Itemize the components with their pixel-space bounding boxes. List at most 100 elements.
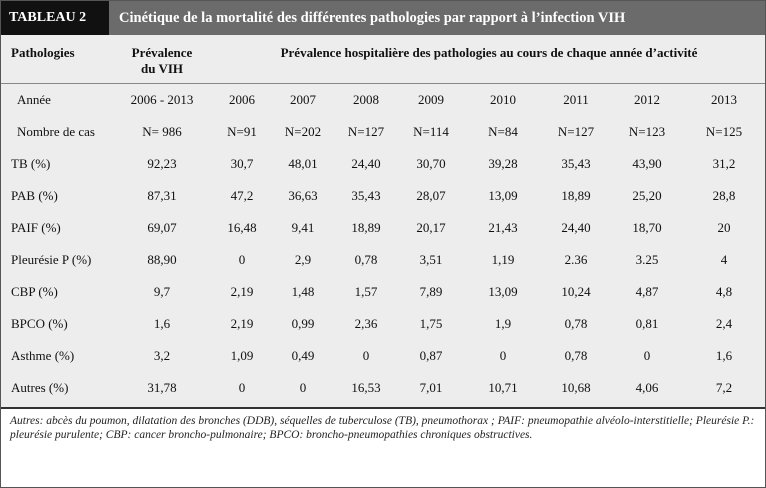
table-cell: 20,17 — [416, 219, 446, 235]
table-cell: N=125 — [705, 123, 743, 139]
table-cell: 0 — [362, 347, 370, 363]
table-cell: 0 — [499, 347, 507, 363]
table-cell: N=114 — [413, 123, 449, 139]
table-cell: 30,70 — [416, 155, 446, 171]
table-cell: 1,6 — [715, 347, 733, 363]
table-row: BPCO (%) 1,6 2,19 0,99 2,36 1,75 1,9 0,78 0,81 2,… — [1, 308, 765, 340]
table-cell: 0 — [643, 347, 651, 363]
table-cell: 18,89 — [561, 187, 591, 203]
table-cell: 0 — [238, 379, 246, 395]
table-cell: 4,06 — [635, 379, 659, 395]
table-cell: 31,78 — [147, 379, 177, 395]
header-prevalence-line2: du VIH — [140, 61, 184, 76]
table-cell: 69,07 — [147, 219, 177, 235]
table-cell: 4 — [720, 251, 728, 267]
row-label: Asthme (%) — [11, 347, 75, 363]
table-cell: 16,48 — [227, 219, 257, 235]
table-cell: 18,70 — [632, 219, 662, 235]
table-cell: 13,09 — [488, 283, 518, 299]
table-cell: 47,2 — [230, 187, 254, 203]
table-cell: 31,2 — [712, 155, 736, 171]
table-cell: 10,71 — [488, 379, 518, 395]
table-cell: 3,2 — [153, 347, 171, 363]
table-cell: 9,41 — [291, 219, 315, 235]
table-cell: 2,19 — [230, 315, 254, 331]
table-cell: N=127 — [347, 123, 385, 139]
table-cell: 92,23 — [147, 155, 177, 171]
header-pathologies: Pathologies — [11, 45, 75, 60]
table-cell: 2012 — [634, 91, 660, 107]
table-cell: 20 — [717, 219, 731, 235]
table-body-area: Pathologies Prévalence du VIH Prévalence… — [1, 35, 765, 407]
table-row: Nombre de cas N= 986 N=91 N=202 N=127 N=114 N=… — [1, 116, 765, 148]
table-cell: 2006 - 2013 — [130, 91, 194, 107]
row-label: CBP (%) — [11, 283, 58, 299]
table-cell: 1,57 — [354, 283, 378, 299]
table-cell: 7,89 — [419, 283, 443, 299]
table-cell: 0,99 — [291, 315, 315, 331]
title-bar: TABLEAU 2 Cinétique de la mortalité des … — [1, 1, 765, 35]
table-cell: 13,09 — [488, 187, 518, 203]
table-cell: 1,6 — [153, 315, 171, 331]
table-cell: N=123 — [628, 123, 666, 139]
table-cell: 25,20 — [632, 187, 662, 203]
table-cell: 2009 — [418, 91, 444, 107]
table-cell: 35,43 — [351, 187, 381, 203]
table-cell: 0 — [238, 251, 246, 267]
table-cell: 2013 — [711, 91, 737, 107]
row-label: Nombre de cas — [17, 123, 95, 139]
table-cell: 2.36 — [564, 251, 588, 267]
table-cell: N=84 — [488, 123, 518, 139]
table-cell: 28,8 — [712, 187, 736, 203]
table-cell: 3.25 — [635, 251, 659, 267]
table-cell: 2,4 — [715, 315, 733, 331]
table-cell: 2,36 — [354, 315, 378, 331]
row-label: PAB (%) — [11, 187, 58, 203]
header-prevalence-line1: Prévalence — [131, 45, 193, 60]
table-cell: 4,87 — [635, 283, 659, 299]
row-label: Pleurésie P (%) — [11, 251, 92, 267]
table-cell: 2006 — [229, 91, 255, 107]
table-cell: 48,01 — [288, 155, 318, 171]
table-cell: 43,90 — [632, 155, 662, 171]
table-cell: 88,90 — [147, 251, 177, 267]
table-number: TABLEAU 2 — [1, 1, 109, 35]
table-cell: 0,78 — [564, 315, 588, 331]
table-title: Cinétique de la mortalité des différente… — [119, 9, 626, 26]
table-row: Pleurésie P (%) 88,90 0 2,9 0,78 3,51 1,19 2.36… — [1, 244, 765, 276]
table-cell: 1,9 — [494, 315, 512, 331]
row-label: BPCO (%) — [11, 315, 68, 331]
table-cell: 35,43 — [561, 155, 591, 171]
row-label: TB (%) — [11, 155, 51, 171]
footnote: Autres: abcès du poumon, dilatation des … — [10, 415, 755, 441]
table-cell: 0,87 — [419, 347, 443, 363]
table-rows: Année 2006 - 2013 2006 2007 2008 2009 2010 2011… — [1, 83, 765, 404]
table-cell: 1,09 — [230, 347, 254, 363]
table-cell: 24,40 — [561, 219, 591, 235]
header-prevalence: Prévalence du VIH — [111, 35, 213, 83]
table-row: TB (%) 92,23 30,7 48,01 24,40 30,70 39,28 35,43… — [1, 148, 765, 180]
table-row: Année 2006 - 2013 2006 2007 2008 2009 2010 2011… — [1, 83, 765, 116]
table-cell: 9,7 — [153, 283, 171, 299]
table-cell: 2011 — [563, 91, 589, 107]
table-cell: 0,81 — [635, 315, 659, 331]
table-row: Asthme (%) 3,2 1,09 0,49 0 0,87 0 0,78 0 1,6 — [1, 340, 765, 372]
table-cell: 0,49 — [291, 347, 315, 363]
table-cell: 7,01 — [419, 379, 443, 395]
table-row: CBP (%) 9,7 2,19 1,48 1,57 7,89 13,09 10,24 4,87… — [1, 276, 765, 308]
table-cell: 3,51 — [419, 251, 443, 267]
table-row: PAB (%) 87,31 47,2 36,63 35,43 28,07 13,09 18,8… — [1, 180, 765, 212]
table-cell: 2007 — [290, 91, 316, 107]
header-row: Pathologies Prévalence du VIH Prévalence… — [1, 35, 765, 83]
table-cell: 0,78 — [564, 347, 588, 363]
table-cell: 2010 — [490, 91, 516, 107]
table-cell: 24,40 — [351, 155, 381, 171]
table-cell: 10,68 — [561, 379, 591, 395]
table-cell: 30,7 — [230, 155, 254, 171]
table-cell: N=202 — [284, 123, 322, 139]
table-row: PAIF (%) 69,07 16,48 9,41 18,89 20,17 21,43 24,… — [1, 212, 765, 244]
table-cell: 36,63 — [288, 187, 318, 203]
table-cell: N=91 — [227, 123, 257, 139]
table-cell: 10,24 — [561, 283, 591, 299]
row-label: PAIF (%) — [11, 219, 61, 235]
